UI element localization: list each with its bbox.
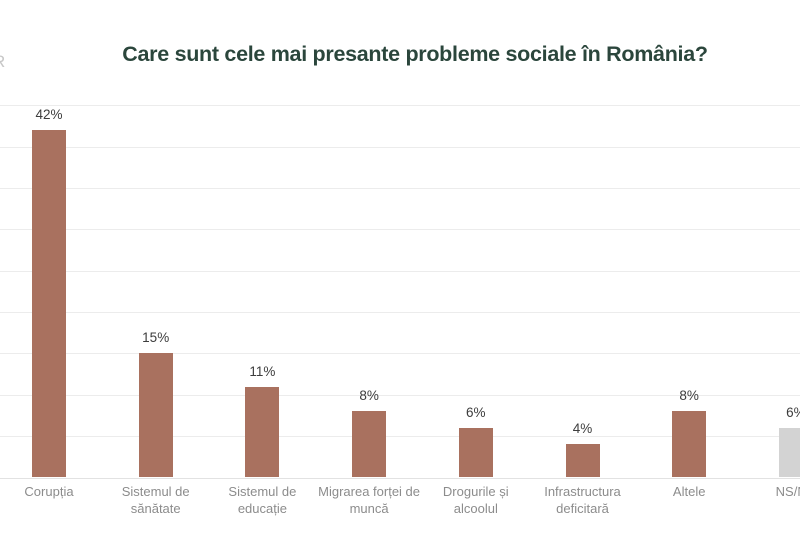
bar-value-label: 6% [786,404,800,420]
gridline [0,270,800,272]
category-label: Altele [672,484,706,499]
bar-8 [778,427,800,478]
bar-6 [565,444,600,478]
bar-7 [672,411,707,478]
bar-value-label: 4% [572,421,593,437]
category-label: NS/NR [775,484,800,499]
chart-title: Care sunt cele mai presante probleme soc… [122,42,708,66]
gridline [0,394,800,396]
gridline [0,353,800,355]
bar-value-label: 8% [679,388,699,404]
category-label: Migrarea forței de muncă [318,484,421,516]
gridline [0,312,800,314]
bar-value-label: 8% [359,388,379,404]
x-axis-baseline [0,477,800,479]
category-label: Infrastructura deficitară [544,484,621,516]
category-label: Sistemul de sănătate [121,484,190,516]
bar-1 [32,130,66,478]
gridline [0,105,800,107]
gridline [0,188,800,190]
bar-value-label: 11% [249,363,276,379]
bar-5 [458,427,493,478]
bar-3 [245,386,280,478]
bar-value-label: 42% [35,107,63,123]
bar-2 [138,353,173,478]
category-label: Sistemul de educație [228,484,297,516]
bar-value-label: 6% [466,404,486,420]
partial-logo-fragment: R [0,52,5,72]
category-label: Drogurile și alcoolul [442,484,509,516]
bar-value-label: 15% [142,330,170,346]
gridline [0,229,800,231]
gridline [0,436,800,438]
gridline [0,146,800,148]
bar-4 [352,411,387,478]
category-label: Corupția [24,484,74,499]
